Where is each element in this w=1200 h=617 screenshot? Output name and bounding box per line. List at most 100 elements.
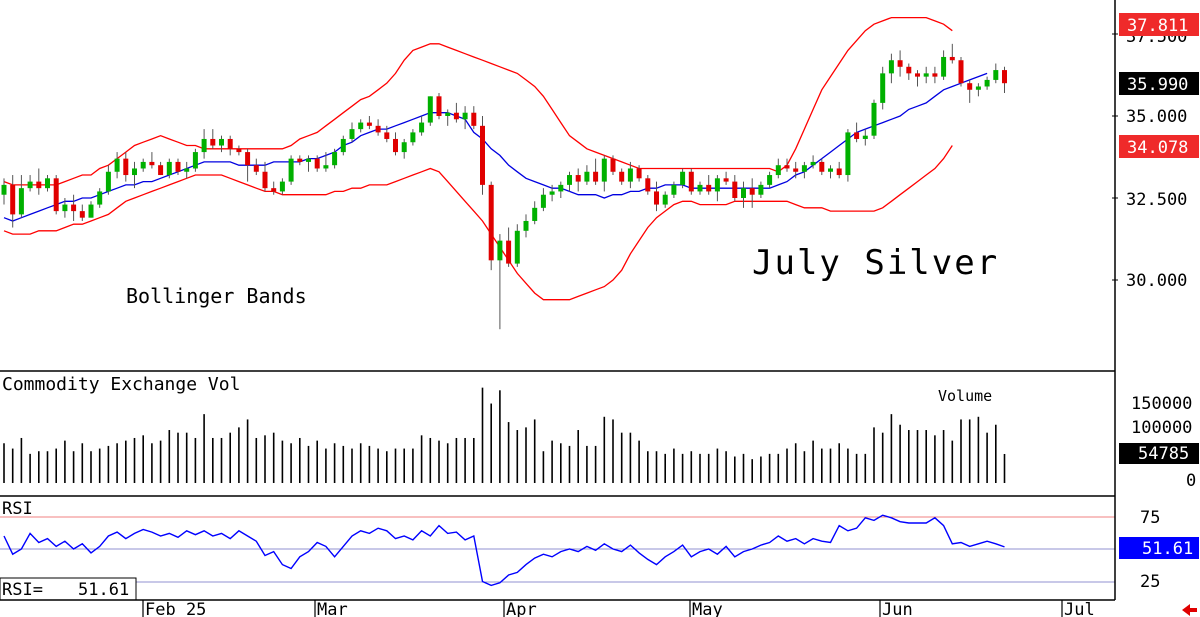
candle <box>453 102 459 123</box>
candle <box>10 175 16 228</box>
candle <box>654 181 659 212</box>
candle-body-down <box>1002 70 1007 84</box>
candle-body-up <box>697 184 703 192</box>
candle-body-down <box>245 152 251 166</box>
candle-body-down <box>593 171 599 182</box>
last-price-badge <box>1119 72 1199 95</box>
candle <box>419 116 425 136</box>
candle-body-down <box>158 165 164 176</box>
price-axis: 37.500 35.000 32.500 30.000 37.811 35.99… <box>1119 13 1199 291</box>
rsi-badge <box>1119 537 1199 559</box>
rsi-panel: RSI RSI= 51.61 75 51.61 25 <box>0 495 1199 601</box>
candle <box>462 106 468 130</box>
candle <box>184 161 190 179</box>
candle <box>836 161 842 179</box>
candle-body-up <box>140 161 146 169</box>
volume-series-label: Volume <box>938 387 992 405</box>
candle <box>410 129 416 146</box>
candle <box>497 234 503 330</box>
candle-body-up <box>671 184 677 195</box>
candle <box>845 129 851 182</box>
candle-body-up <box>18 188 24 215</box>
candle-body-down <box>915 73 920 77</box>
candle <box>688 168 694 195</box>
candle <box>532 201 538 225</box>
volume-last-badge <box>1119 443 1199 464</box>
candle <box>671 181 677 198</box>
month-label: Jun <box>882 600 913 617</box>
candle-body-down <box>436 96 442 116</box>
candle-body-up <box>862 135 868 139</box>
candle <box>714 175 720 202</box>
candle <box>349 122 355 143</box>
candle-body-down <box>384 132 390 139</box>
candle <box>71 194 77 221</box>
candle <box>923 66 929 84</box>
candle <box>784 158 790 172</box>
candle <box>140 158 146 172</box>
candle <box>314 155 320 172</box>
candle <box>201 129 207 159</box>
bollinger-lower-band <box>3 145 953 301</box>
volume-panel-label: Commodity Exchange Vol <box>2 374 240 395</box>
candle-body-up <box>923 73 929 77</box>
candle <box>732 175 738 202</box>
candle-body-up <box>601 158 607 182</box>
candle <box>27 175 33 192</box>
candle <box>62 198 68 218</box>
volume-panel: Commodity Exchange Vol Volume 150000 100… <box>0 370 1199 491</box>
candle-body-up <box>540 194 546 208</box>
candle <box>819 158 825 176</box>
candle-body-up <box>306 158 311 162</box>
candle <box>158 161 164 176</box>
price-tick-30000: 30.000 <box>1126 271 1187 291</box>
candle <box>810 155 816 169</box>
candle <box>45 175 50 192</box>
candle-body-down <box>654 191 659 205</box>
candle-body-up <box>941 56 947 77</box>
candle-body-up <box>166 161 172 176</box>
candle <box>932 66 938 84</box>
candle-body-up <box>358 122 364 130</box>
candle-body-up <box>810 161 816 166</box>
candle-body-up <box>549 191 555 195</box>
bollinger-upper-band <box>3 16 953 186</box>
candle <box>210 129 216 149</box>
candle-body-up <box>97 191 103 205</box>
candle-body-down <box>619 171 625 182</box>
candle-body-up <box>828 168 833 172</box>
candle <box>680 168 686 189</box>
candle <box>645 175 651 195</box>
candle-body-up <box>532 207 538 221</box>
candle <box>114 152 120 179</box>
candle-body-down <box>453 112 459 120</box>
candle-body-down <box>732 181 738 198</box>
candle <box>601 155 607 192</box>
candle <box>358 119 364 133</box>
candle <box>245 148 251 182</box>
candle <box>18 175 24 218</box>
candle <box>593 158 599 185</box>
candle-body-down <box>471 112 477 126</box>
candle-body-down <box>253 165 259 172</box>
candle <box>271 181 277 195</box>
candle-body-up <box>427 96 433 123</box>
price-panel: July Silver Bollinger Bands <box>1 16 1118 330</box>
candle-body-down <box>480 125 485 185</box>
candle <box>993 63 999 84</box>
price-tick-35000: 35.000 <box>1126 107 1187 127</box>
candle <box>627 161 633 189</box>
last-price-value: 35.990 <box>1127 75 1188 95</box>
candle-body-down <box>366 122 372 126</box>
candle <box>949 43 955 64</box>
candle <box>975 83 981 97</box>
candle-body-down <box>297 158 303 162</box>
candle <box>323 152 329 172</box>
candle <box>79 204 85 221</box>
bollinger-annotation: Bollinger Bands <box>126 284 307 308</box>
candle-body-up <box>1 184 7 195</box>
candle-body-up <box>132 168 137 176</box>
scroll-left-arrow-icon[interactable] <box>1182 604 1197 616</box>
candle-body-up <box>888 60 894 74</box>
candle-body-up <box>219 138 224 146</box>
